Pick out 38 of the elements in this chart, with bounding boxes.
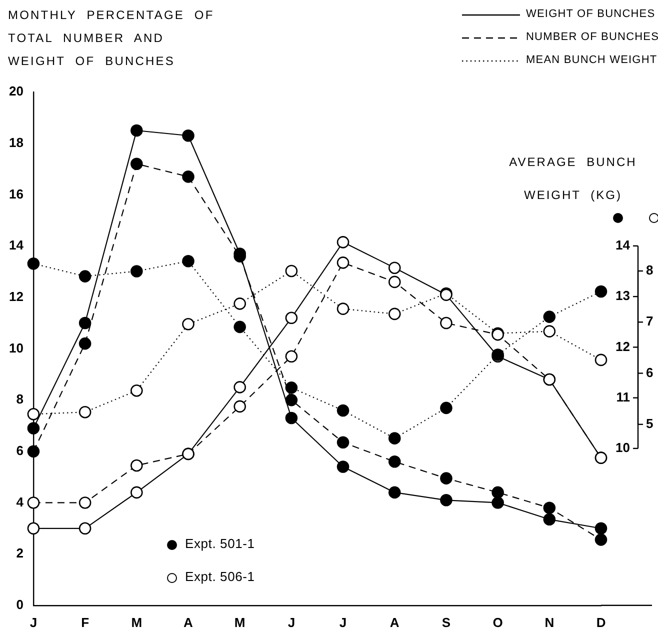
x-tick-label: A (184, 614, 194, 630)
x-tick-label: J (30, 614, 38, 630)
x-tick-label: S (442, 614, 451, 630)
y2-tick-label: 10 (616, 440, 630, 456)
y-tick-label: 2 (16, 546, 24, 561)
x-tick-label: J (288, 614, 296, 630)
x-tick-label: M (131, 614, 142, 630)
x-tick-label: A (390, 614, 400, 630)
y-tick-label: 0 (16, 596, 24, 612)
y3-tick-label: 8 (646, 262, 654, 278)
y2-tick-label: 11 (616, 389, 630, 404)
text: AVERAGE BUNCH WEIGHT (KG) (509, 155, 637, 202)
text: WEIGHT OF BUNCHES (526, 8, 656, 20)
y-tick-label: 14 (8, 238, 24, 253)
y3-tick-label: 7 (646, 314, 654, 329)
x-tick-label: O (492, 614, 503, 630)
y-tick-label: 20 (8, 84, 24, 99)
y2-tick-label: 12 (616, 338, 630, 354)
x-tick-label: M (234, 614, 246, 630)
x-tick-label: J (339, 614, 347, 630)
y-tick-label: 8 (16, 392, 24, 407)
y-tick-label: 18 (8, 134, 24, 150)
y2-tick-label: 14 (616, 237, 631, 252)
x-tick-label: N (544, 614, 554, 630)
y2-tick-label: 13 (616, 288, 630, 304)
y-tick-label: 10 (8, 340, 24, 356)
y3-tick-label: 5 (646, 416, 654, 431)
y-tick-label: 12 (8, 288, 24, 304)
x-tick-label: F (81, 614, 90, 630)
legend-label: Expt. 501-1 (185, 536, 255, 551)
y-tick-label: 16 (8, 186, 24, 202)
y-axis-title: MONTHLY PERCENTAGE OF TOTAL NUMBER AND WEIGHT OF BUNCHES (8, 7, 216, 70)
text: MEAN BUNCH WEIGHT (526, 54, 658, 66)
legend-label: Expt. 506-1 (185, 569, 255, 584)
y-tick-label: 4 (16, 494, 24, 510)
y3-tick-label: 6 (646, 364, 654, 380)
y-tick-label: 6 (16, 442, 24, 458)
x-tick-label: D (596, 614, 606, 630)
